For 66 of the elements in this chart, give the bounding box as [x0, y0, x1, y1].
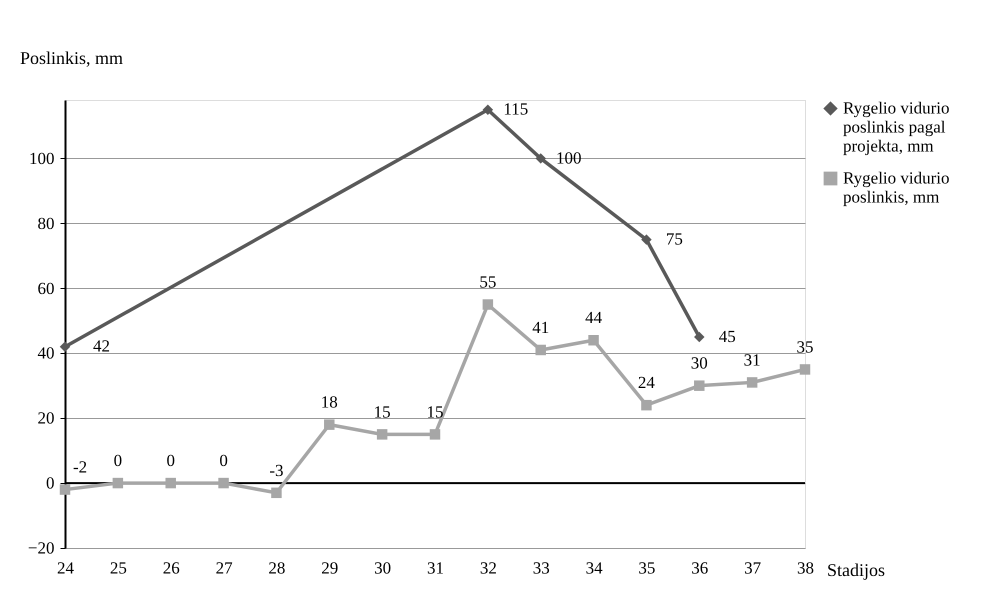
data-label: 15: [426, 402, 444, 422]
data-label: -3: [269, 460, 284, 480]
data-label: -2: [73, 458, 88, 477]
point: [588, 334, 599, 346]
point: [694, 380, 705, 391]
x-tick-label: 33: [532, 558, 550, 578]
x-tick-label: 29: [321, 558, 338, 578]
y-tick-label: 0: [46, 474, 54, 493]
x-tick-label: 35: [638, 558, 656, 578]
y-tick-label: 60: [38, 278, 54, 298]
point: [60, 341, 70, 352]
x-tick-label: 25: [110, 558, 127, 578]
data-label: 44: [585, 308, 603, 328]
data-label: 15: [374, 402, 391, 422]
data-label: 115: [503, 100, 528, 119]
point: [746, 377, 758, 388]
y-axis-title: Poslinkis, mm: [20, 48, 124, 68]
data-label: 0: [166, 451, 175, 470]
x-tick-label: 27: [216, 558, 234, 578]
x-tick-label: 30: [374, 558, 392, 578]
x-tick-label: 36: [691, 558, 708, 578]
x-tick-label: 32: [480, 558, 497, 578]
x-tick-label: 31: [427, 558, 444, 578]
point: [535, 153, 546, 164]
y-tick-label: 80: [38, 214, 54, 233]
x-tick-label: 24: [57, 558, 74, 578]
data-label: 35: [796, 337, 814, 356]
x-tick-label: 26: [162, 558, 180, 578]
legend-label: Rygelio vidurio poslinkis, mm: [843, 168, 950, 206]
point: [800, 364, 810, 375]
data-label: 18: [320, 392, 338, 412]
point: [376, 429, 388, 440]
data-label: 75: [666, 230, 683, 249]
point: [112, 478, 124, 488]
x-tick-label: 34: [586, 558, 604, 578]
data-label: 100: [556, 148, 582, 168]
data-label: 31: [744, 350, 761, 370]
point: [694, 332, 705, 342]
x-axis-title: Stadijos: [827, 560, 886, 580]
point: [324, 419, 335, 430]
data-label: 30: [690, 354, 708, 373]
data-label: 45: [718, 326, 736, 346]
point: [535, 344, 546, 356]
x-tick-label: 28: [268, 558, 286, 578]
y-tick-label: −20: [28, 538, 54, 558]
data-label: 24: [638, 373, 656, 392]
point: [165, 478, 176, 488]
point: [482, 104, 494, 115]
x-tick-label: 38: [797, 558, 814, 578]
legend-label: Rygelio vidurio poslinkis pagal projekta, mm: [843, 98, 950, 156]
y-tick-label: 20: [38, 408, 54, 428]
point: [641, 400, 652, 410]
y-tick-label: 40: [38, 344, 54, 363]
point: [641, 234, 652, 245]
data-label: 55: [479, 272, 496, 292]
data-label: 0: [114, 451, 122, 470]
point: [218, 478, 229, 488]
point: [430, 429, 440, 440]
y-tick-label: 100: [29, 148, 54, 168]
point: [271, 488, 282, 498]
data-label: 42: [93, 336, 110, 356]
data-label: 41: [532, 318, 550, 337]
point: [482, 299, 494, 310]
data-label: 0: [219, 451, 228, 470]
x-tick-label: 37: [744, 558, 762, 578]
point: [60, 484, 70, 495]
